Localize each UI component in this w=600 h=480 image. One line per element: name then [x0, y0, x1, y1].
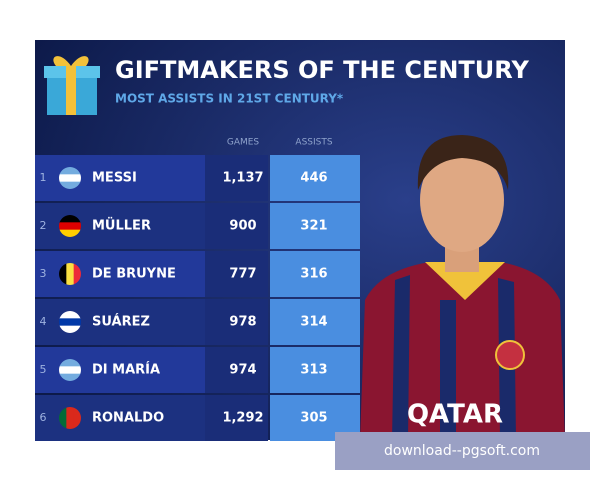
assists: 305	[300, 411, 327, 426]
games-cell	[205, 395, 268, 441]
flag-stripe	[66, 263, 75, 285]
flag-stripe	[59, 222, 81, 231]
player-name: DI MARÍA	[92, 362, 160, 378]
assists-cell	[270, 155, 360, 201]
games-cell	[205, 203, 268, 249]
rank: 2	[40, 219, 47, 232]
rank: 6	[40, 411, 47, 424]
flag-stripe	[59, 359, 81, 367]
flag-stripe	[73, 407, 81, 429]
assists: 314	[300, 315, 327, 330]
games-cell	[205, 251, 268, 297]
games: 978	[229, 315, 256, 330]
player-name: MÜLLER	[92, 218, 151, 234]
rank: 4	[40, 315, 47, 328]
assists: 446	[300, 171, 327, 186]
flag	[59, 359, 81, 381]
flag-stripe	[59, 311, 81, 319]
flag-stripe	[59, 167, 81, 175]
assists: 321	[300, 219, 327, 234]
player-photo: QATAR	[360, 135, 565, 440]
games: 777	[229, 267, 256, 282]
flag	[59, 407, 81, 429]
flag-stripe	[59, 366, 81, 375]
flag-stripe	[66, 407, 75, 429]
flag-stripe	[59, 407, 67, 429]
shirt-text: QATAR	[407, 400, 503, 430]
assists: 316	[300, 267, 327, 282]
player-name: RONALDO	[92, 411, 164, 426]
flag	[59, 311, 81, 333]
column-header: ASSISTS	[295, 138, 332, 148]
flag-stripe	[73, 263, 81, 285]
games-cell	[205, 347, 268, 393]
flag-stripe	[59, 318, 81, 327]
rank: 3	[40, 267, 47, 280]
games-cell	[205, 155, 268, 201]
flag-stripe	[59, 215, 81, 223]
flag-stripe	[59, 181, 81, 189]
player-name: DE BRUYNE	[92, 267, 176, 282]
assists-cell	[270, 299, 360, 345]
player-name: SUÁREZ	[92, 314, 150, 330]
rank: 5	[40, 363, 47, 376]
flag-stripe	[59, 263, 67, 285]
subtitle: MOST ASSISTS IN 21ST CENTURY*	[115, 92, 344, 106]
games: 974	[229, 363, 256, 378]
flag-stripe	[59, 174, 81, 183]
flag	[59, 167, 81, 189]
assists-cell	[270, 203, 360, 249]
gift-icon	[44, 56, 100, 115]
column-header: GAMES	[227, 138, 260, 148]
player-name: MESSI	[92, 171, 137, 186]
flag	[59, 263, 81, 285]
games: 1,137	[222, 171, 263, 186]
games: 1,292	[222, 411, 263, 426]
flag	[59, 215, 81, 237]
assists-cell	[270, 251, 360, 297]
flag-stripe	[59, 229, 81, 237]
flag-stripe	[59, 373, 81, 381]
flag-stripe	[59, 325, 81, 333]
games-cell	[205, 299, 268, 345]
watermark-box	[335, 432, 590, 470]
assists-cell	[270, 347, 360, 393]
games: 900	[229, 219, 256, 234]
assists: 313	[300, 363, 327, 378]
watermark: download--pgsoft.com	[384, 443, 540, 459]
rank: 1	[40, 171, 47, 184]
title: GIFTMAKERS OF THE CENTURY	[115, 56, 529, 84]
